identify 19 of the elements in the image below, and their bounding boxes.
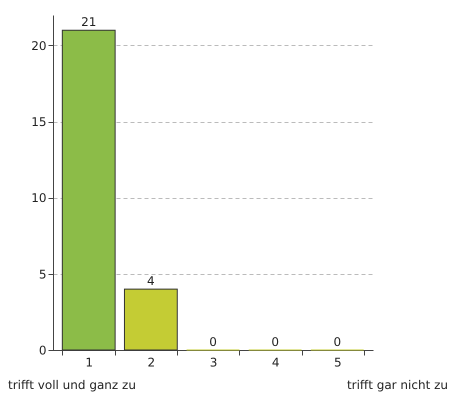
- y-tick-label: 0: [38, 344, 46, 358]
- data-label: 0: [333, 335, 342, 349]
- text: trifft voll und ganz zu: [8, 378, 136, 392]
- y-tick-label: 5: [38, 267, 46, 282]
- y-tick-label: 20: [31, 38, 46, 53]
- text: trifft gar nicht zu: [346, 378, 448, 392]
- x-tick-label: 2: [148, 356, 156, 370]
- data-label: 4: [147, 274, 155, 288]
- y-tick-label: 15: [31, 115, 46, 130]
- y-tick-label: 10: [31, 191, 46, 206]
- x-tick-label: 5: [334, 356, 342, 370]
- data-label: 0: [271, 335, 279, 349]
- x-tick-label: 1: [85, 356, 94, 370]
- x-tick-label: 4: [272, 356, 280, 370]
- x-tick-label: 3: [210, 356, 218, 370]
- data-label: 21: [81, 15, 96, 30]
- data-label: 0: [209, 335, 217, 349]
- bar: [62, 30, 116, 350]
- bar: [124, 288, 178, 350]
